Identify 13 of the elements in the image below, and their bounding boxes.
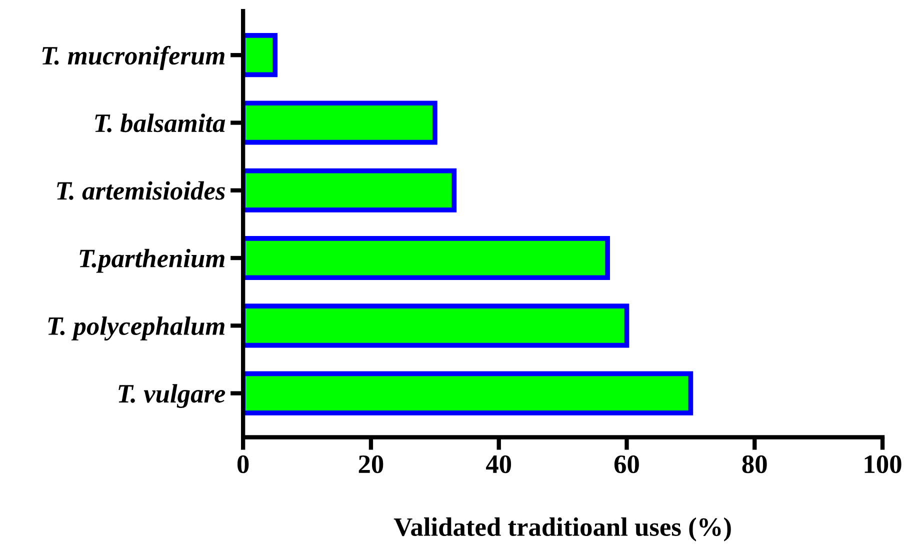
x-tick-label: 100: [864, 455, 902, 474]
x-tick-label: 40: [486, 455, 512, 474]
y-tick-label: T. polycephalum: [48, 316, 224, 340]
x-tick-label: 0: [237, 455, 249, 474]
y-tick-label: T. mucroniferum: [42, 46, 224, 70]
y-tick-label: T. artemisioides: [57, 181, 225, 200]
x-tick-label: 60: [614, 455, 639, 474]
y-tick-label: T. vulgare: [118, 384, 226, 408]
x-tick-label: 20: [358, 455, 384, 474]
x-tick-label: 80: [742, 455, 767, 474]
y-tick-label: T.parthenium: [80, 248, 224, 273]
x-axis-title: Validated traditioanl uses (%): [394, 517, 731, 542]
y-tick-label: T. balsamita: [95, 114, 226, 132]
